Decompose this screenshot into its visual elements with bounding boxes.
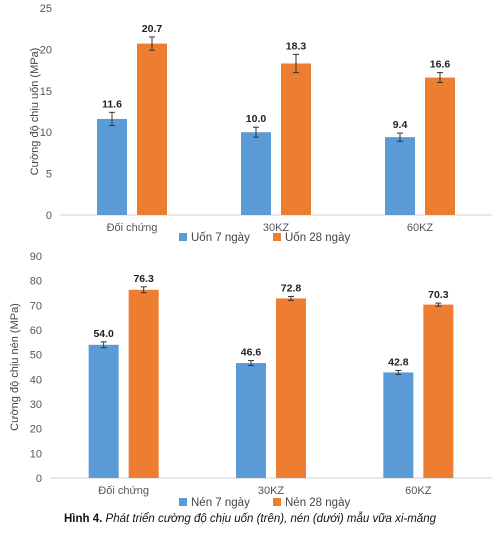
x-tick-label: 60KZ	[405, 485, 432, 497]
y-tick-label: 25	[40, 3, 52, 15]
bar	[137, 43, 167, 215]
y-tick-label: 0	[46, 210, 52, 222]
y-tick-label: 0	[36, 473, 42, 485]
data-label: 9.4	[393, 119, 408, 131]
y-tick-label: 10	[40, 127, 52, 139]
y-tick-label: 70	[30, 300, 42, 312]
x-tick-label: Đối chứng	[107, 222, 158, 234]
flexural-strength-chart: 0 5 10 15 20 25 Cường độ chịu uốn (MPa) 11.6 20.…	[29, 3, 492, 244]
y-tick-label: 15	[40, 86, 52, 98]
legend-label: Uốn 28 ngày	[285, 232, 350, 244]
y-tick-label: 5	[46, 169, 52, 181]
caption-label: Hình 4.	[64, 513, 103, 525]
y-tick-label: 50	[30, 350, 42, 362]
data-label: 54.0	[93, 328, 114, 340]
legend-swatch	[179, 233, 187, 241]
data-label: 76.3	[133, 273, 154, 285]
bar	[281, 63, 311, 216]
bar	[383, 372, 414, 478]
data-label: 10.0	[246, 113, 267, 125]
x-tick-label: 60KZ	[407, 222, 434, 234]
caption-text: Phát triển cường độ chịu uốn (trên), nén…	[105, 513, 436, 525]
bar	[97, 118, 127, 215]
y-tick-label: 30	[30, 399, 42, 411]
y-tick-label: 20	[40, 44, 52, 56]
y-tick-label: 90	[30, 251, 42, 263]
figure-caption: Hình 4. Phát triển cường độ chịu uốn (tr…	[0, 513, 500, 525]
bar	[276, 298, 306, 478]
data-label: 42.8	[388, 356, 409, 368]
data-label: 20.7	[142, 23, 163, 35]
data-label: 46.6	[241, 347, 262, 359]
legend-label: Nén 7 ngày	[191, 497, 250, 509]
data-label: 18.3	[286, 40, 307, 52]
x-tick-label: 30KZ	[263, 222, 290, 234]
legend-swatch	[273, 233, 281, 241]
legend-swatch	[273, 498, 281, 506]
bar	[423, 304, 454, 478]
y-tick-label: 60	[30, 325, 42, 337]
compressive-strength-chart: 0 10 20 30 40 50 60 70 80 90 Cường độ chịu nén (MP…	[9, 251, 492, 509]
y-axis-title: Cường độ chịu nén (MPa)	[9, 303, 21, 431]
data-label: 16.6	[430, 59, 451, 71]
bar	[88, 344, 119, 478]
legend-label: Nén 28 ngày	[285, 497, 350, 509]
x-tick-label: Đối chứng	[98, 485, 149, 497]
data-label: 72.8	[281, 282, 302, 294]
bar	[236, 363, 266, 478]
bar	[128, 289, 159, 478]
bar	[241, 132, 271, 215]
bar	[385, 137, 415, 215]
legend-label: Uốn 7 ngày	[191, 232, 250, 244]
x-tick-label: 30KZ	[258, 485, 285, 497]
data-label: 11.6	[102, 98, 122, 110]
data-label: 70.3	[428, 289, 449, 301]
y-tick-label: 80	[30, 276, 42, 288]
y-axis-title: Cường độ chịu uốn (MPa)	[29, 48, 41, 176]
legend-swatch	[179, 498, 187, 506]
y-tick-label: 10	[30, 448, 42, 460]
y-tick-label: 40	[30, 374, 42, 386]
bar	[425, 77, 455, 215]
y-tick-label: 20	[30, 424, 42, 436]
